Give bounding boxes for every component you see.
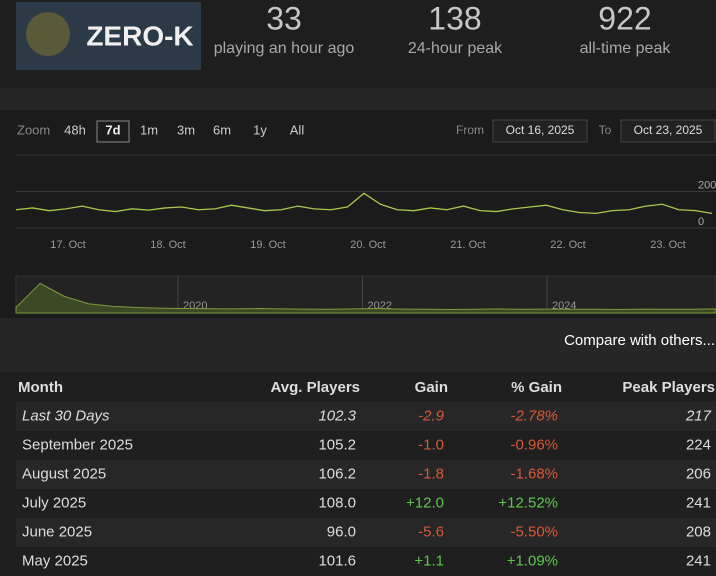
logo-text: ZERO-K	[86, 20, 193, 51]
table-cell: 217	[685, 407, 712, 424]
zoom-label: Zoom	[17, 122, 50, 137]
stat-label: all-time peak	[580, 40, 672, 57]
table-cell: -2.78%	[510, 407, 558, 424]
y-tick-label: 0	[698, 216, 704, 228]
table-cell: 108.0	[318, 494, 356, 511]
table-row	[16, 489, 716, 518]
y-tick-label: 200	[698, 179, 716, 191]
stat-value: 33	[266, 0, 302, 36]
table-cell: 105.2	[318, 436, 356, 453]
table-cell: September 2025	[22, 436, 133, 453]
table-cell: +12.52%	[498, 494, 558, 511]
table-cell: 241	[686, 552, 711, 569]
table-cell: -5.6	[418, 523, 444, 540]
zoom-option[interactable]: 7d	[105, 122, 120, 137]
from-value: Oct 16, 2025	[506, 123, 575, 137]
table-row	[16, 402, 716, 431]
column-header: Gain	[415, 379, 448, 396]
column-header: Avg. Players	[271, 379, 361, 396]
table-cell: +1.1	[414, 552, 444, 569]
x-tick-label: 18. Oct	[150, 239, 185, 251]
table-row	[16, 460, 716, 489]
table-cell: -2.9	[418, 407, 445, 424]
table-cell: -1.0	[418, 436, 444, 453]
column-header: % Gain	[511, 379, 562, 396]
table-row	[16, 518, 716, 547]
from-label: From	[456, 123, 484, 137]
zoom-option[interactable]: All	[290, 122, 305, 137]
table-cell: 102.3	[318, 407, 356, 424]
zoom-option[interactable]: 3m	[177, 122, 195, 137]
x-tick-label: 19. Oct	[250, 239, 285, 251]
x-tick-label: 20. Oct	[350, 239, 385, 251]
x-tick-label: 21. Oct	[450, 239, 485, 251]
table-cell: May 2025	[22, 552, 88, 569]
table-cell: -1.68%	[510, 465, 558, 482]
table-cell: 101.6	[318, 552, 356, 569]
table-cell: +12.0	[406, 494, 444, 511]
from-input[interactable]	[492, 119, 588, 143]
compare-link[interactable]: Compare with others...	[564, 332, 715, 349]
table-row	[16, 547, 716, 576]
table-cell: Last 30 Days	[22, 407, 110, 424]
table-cell: -1.8	[418, 465, 444, 482]
area	[15, 282, 716, 314]
stat-label: playing an hour ago	[214, 40, 355, 57]
table-cell: June 2025	[22, 523, 92, 540]
to-input[interactable]	[620, 119, 716, 143]
zoom-selected[interactable]	[96, 120, 130, 143]
zoom-option[interactable]: 48h	[64, 122, 86, 137]
table-cell: 206	[686, 465, 711, 482]
column-header: Peak Players	[622, 379, 715, 396]
table-cell: -5.50%	[510, 523, 558, 540]
table-cell: +1.09%	[507, 552, 558, 569]
table-cell: July 2025	[22, 494, 86, 511]
zoom-option[interactable]: 1y	[253, 122, 267, 137]
table-cell: 224	[686, 436, 711, 453]
table-cell: -0.96%	[510, 436, 558, 453]
x-tick-label: 17. Oct	[50, 239, 85, 251]
logo-figure	[26, 12, 70, 56]
zoom-option[interactable]: 6m	[213, 122, 231, 137]
x-tick-label: 23. Oct	[650, 239, 685, 251]
table-cell: 208	[686, 523, 711, 540]
column-header: Month	[18, 379, 63, 396]
to-value: Oct 23, 2025	[634, 123, 703, 137]
zoom-option[interactable]: 1m	[140, 122, 158, 137]
table-cell: 241	[686, 494, 711, 511]
stat-value: 922	[598, 0, 651, 36]
stat-value: 138	[428, 0, 481, 36]
table-row	[16, 431, 716, 460]
line	[15, 192, 713, 215]
table-cell: August 2025	[22, 465, 106, 482]
table-cell: 96.0	[327, 523, 356, 540]
to-label: To	[599, 123, 612, 137]
stat-label: 24-hour peak	[408, 40, 503, 57]
x-tick-label: 22. Oct	[550, 239, 585, 251]
table-cell: 106.2	[318, 465, 356, 482]
